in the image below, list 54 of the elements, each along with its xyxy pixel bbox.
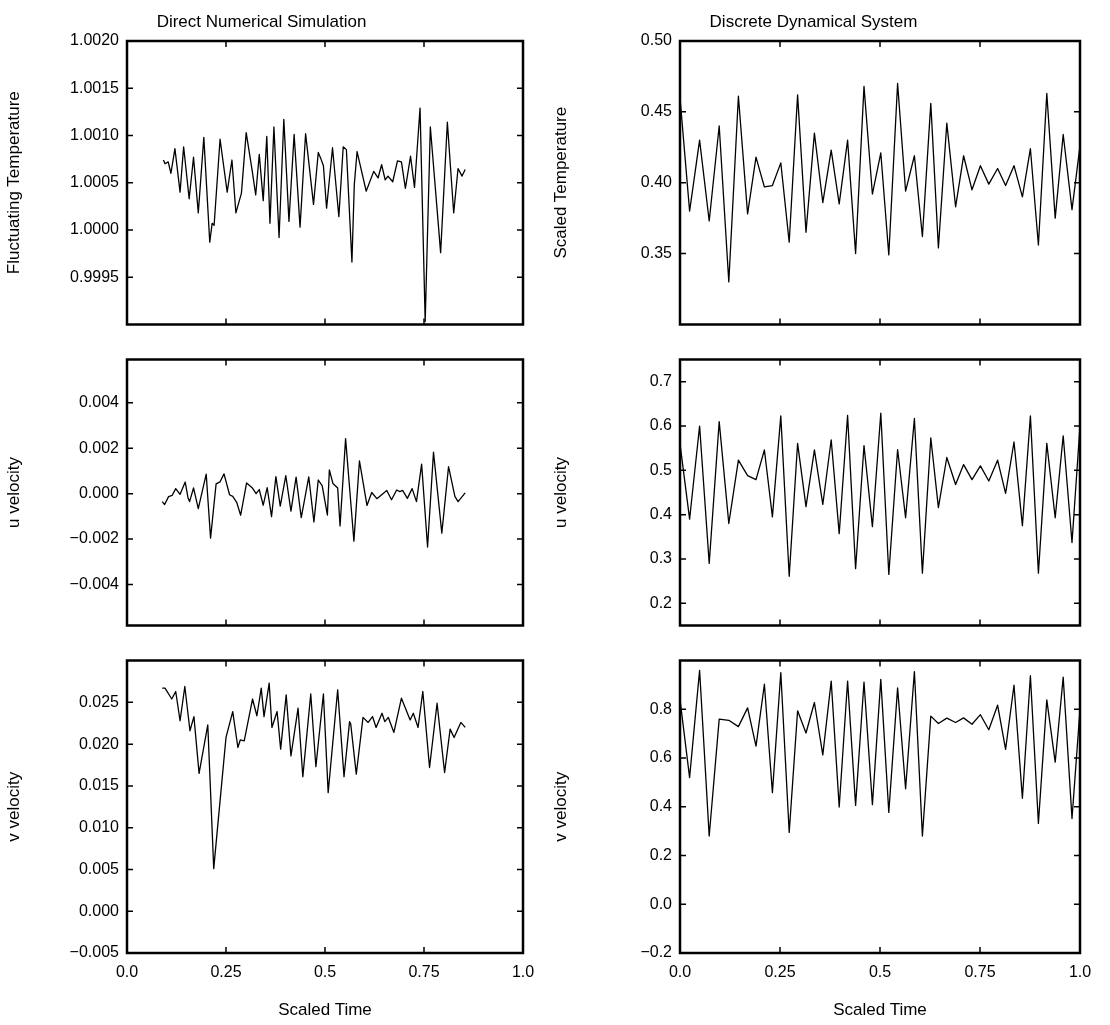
y-tick-label: 0.35 [640, 243, 673, 261]
x-tick-label: 0.75 [408, 963, 440, 981]
x-tick-label: 0.0 [668, 963, 692, 981]
x-tick-label: 0.75 [964, 963, 996, 981]
x-tick-label: 0.0 [115, 963, 139, 981]
y-tick-label: 0.000 [78, 901, 120, 919]
y-tick-label: 0.000 [78, 484, 120, 502]
y-tick-label: 0.9995 [70, 267, 120, 285]
x-tick-label: 0.25 [764, 963, 796, 981]
y-axis-title: Scaled Temperature [550, 106, 570, 259]
y-tick-label: 0.0 [649, 894, 673, 912]
y-tick-label: 1.0020 [70, 31, 120, 49]
y-tick-label: 0.5 [649, 460, 673, 478]
y-tick-label: 0.002 [78, 438, 120, 456]
y-tick-label: 0.010 [78, 818, 120, 836]
y-axis-title: u velocity [3, 456, 23, 528]
y-axis-title: Fluctuating Temperature [3, 91, 23, 275]
y-tick-label: 0.6 [649, 416, 673, 434]
y-tick-label: 1.0015 [70, 78, 120, 96]
x-axis-title: Scaled Time [278, 1000, 372, 1020]
y-tick-label: 0.8 [649, 699, 673, 717]
y-tick-label: 0.020 [78, 734, 120, 752]
x-tick-label: 1.0 [1068, 963, 1092, 981]
x-tick-label: 0.25 [210, 963, 242, 981]
y-tick-label: 0.4 [649, 505, 673, 523]
y-tick-label: −0.002 [69, 529, 120, 547]
y-tick-label: −0.005 [69, 943, 120, 961]
y-axis-title: v velocity [3, 771, 23, 842]
x-tick-label: 0.5 [868, 963, 892, 981]
y-tick-label: 0.6 [649, 748, 673, 766]
x-tick-label: 1.0 [511, 963, 535, 981]
y-tick-label: 0.2 [649, 845, 673, 863]
y-tick-label: 0.45 [640, 102, 673, 120]
y-tick-label: 0.005 [78, 859, 120, 877]
y-tick-label: 0.2 [649, 593, 673, 611]
y-tick-label: 0.7 [649, 372, 673, 390]
chart-title: Direct Numerical Simulation [156, 11, 367, 31]
y-axis-title: u velocity [550, 456, 570, 528]
y-tick-label: 0.025 [78, 692, 120, 710]
x-axis-title: Scaled Time [833, 1000, 927, 1020]
y-tick-label: 0.50 [640, 31, 673, 49]
y-tick-label: 1.0005 [70, 173, 120, 191]
y-tick-label: 0.40 [640, 173, 673, 191]
x-tick-label: 0.5 [313, 963, 337, 981]
y-tick-label: 0.4 [649, 797, 673, 815]
y-tick-label: 0.015 [78, 776, 120, 794]
y-tick-label: 0.3 [649, 549, 673, 567]
y-tick-label: −0.004 [69, 574, 120, 592]
chart-title: Discrete Dynamical System [709, 11, 918, 31]
y-axis-title: v velocity [550, 771, 570, 842]
y-tick-label: 0.004 [78, 393, 120, 411]
y-tick-label: 1.0000 [70, 220, 120, 238]
y-tick-label: −0.2 [640, 943, 673, 961]
y-tick-label: 1.0010 [70, 125, 120, 143]
